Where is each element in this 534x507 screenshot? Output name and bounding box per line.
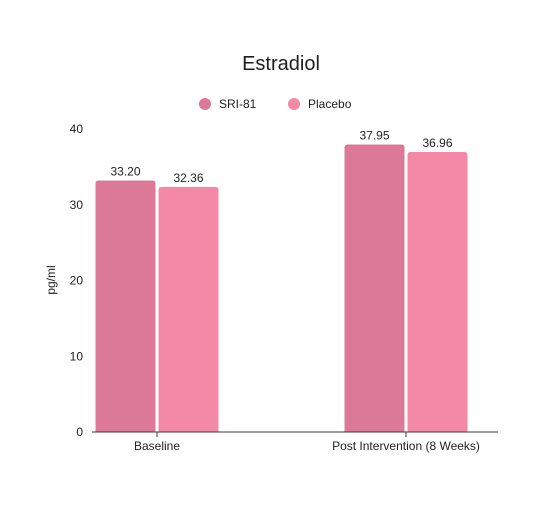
data-label: 33.20 [110,165,140,179]
data-label: 32.36 [173,171,203,185]
legend-swatch-sri-81 [199,98,211,110]
bars [95,144,468,432]
bar-placebo-0 [158,186,219,432]
legend-swatch-placebo [288,98,300,110]
y-tick-label: 30 [70,198,84,212]
bar-placebo-1 [407,152,468,432]
y-tick-label: 0 [76,425,83,439]
bar-sri-81-0 [95,180,156,432]
y-tick-label: 10 [70,349,84,363]
x-tick-label: Post Intervention (8 Weeks) [332,439,480,453]
chart-title: Estradiol [242,53,320,75]
y-axis-ticks: 0 10 20 30 40 [70,122,84,439]
legend: SRI-81 Placebo [199,97,352,111]
data-labels: 33.20 32.36 37.95 36.96 [110,129,452,185]
y-tick-label: 20 [70,274,84,288]
data-label: 36.96 [422,136,452,150]
y-tick-label: 40 [70,122,84,136]
y-axis-label: pg/ml [44,265,58,294]
data-label: 37.95 [359,129,389,143]
x-axis-ticks: Baseline Post Intervention (8 Weeks) [134,432,480,453]
legend-label-sri-81: SRI-81 [219,97,257,111]
legend-label-placebo: Placebo [308,97,352,111]
x-tick-label: Baseline [134,439,180,453]
bar-sri-81-1 [344,144,405,432]
